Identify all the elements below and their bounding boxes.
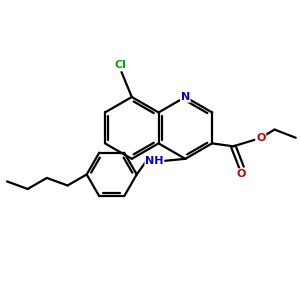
Text: O: O [256,134,266,143]
Text: Cl: Cl [114,61,126,70]
Text: O: O [237,169,246,179]
Text: NH: NH [145,156,164,166]
Text: N: N [181,92,190,102]
